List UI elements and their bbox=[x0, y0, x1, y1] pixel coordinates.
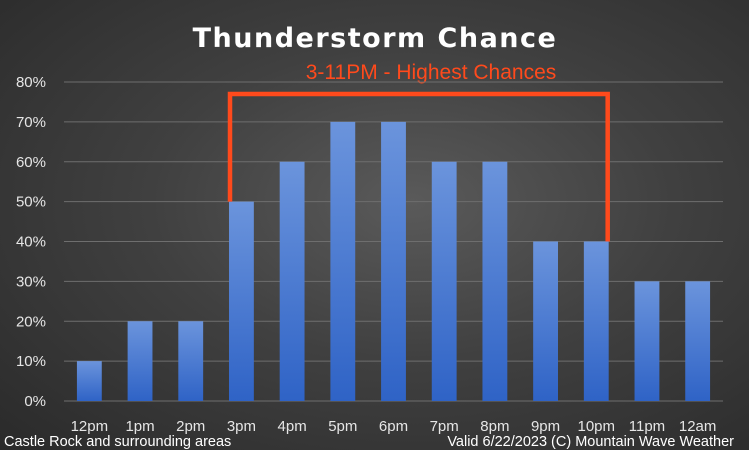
x-tick-label: 10pm bbox=[578, 418, 616, 435]
bar-12pm bbox=[76, 361, 102, 401]
y-tick-label: 50% bbox=[16, 194, 46, 211]
y-tick-label: 30% bbox=[16, 273, 46, 290]
bar-3pm bbox=[229, 201, 254, 401]
x-tick-label: 5pm bbox=[328, 418, 357, 435]
bar-7pm bbox=[431, 161, 457, 401]
bar-4pm bbox=[279, 161, 305, 401]
y-tick-label: 0% bbox=[24, 393, 46, 410]
y-tick-label: 70% bbox=[16, 114, 46, 131]
bar-2pm bbox=[178, 321, 204, 401]
x-tick-label: 11pm bbox=[629, 418, 665, 435]
bar-5pm bbox=[330, 121, 356, 401]
x-tick-label: 3pm bbox=[227, 418, 256, 435]
x-tick-label: 7pm bbox=[430, 418, 459, 435]
footer-right: Valid 6/22/2023 (C) Mountain Wave Weathe… bbox=[447, 434, 734, 450]
x-tick-label: 8pm bbox=[480, 418, 509, 435]
y-tick-label: 40% bbox=[16, 234, 46, 251]
highlight-annotation: 3-11PM - Highest Chances bbox=[306, 61, 557, 84]
bar-1pm bbox=[127, 321, 153, 401]
x-tick-label: 12pm bbox=[71, 418, 109, 435]
x-tick-label: 12am bbox=[679, 418, 717, 435]
y-tick-label: 10% bbox=[16, 353, 46, 370]
highlight-bracket bbox=[227, 91, 610, 242]
y-tick-label: 60% bbox=[16, 154, 46, 171]
y-tick-label: 80% bbox=[16, 74, 46, 91]
chart-title: Thunderstorm Chance bbox=[193, 23, 558, 54]
bar-10pm bbox=[583, 241, 609, 401]
bar-11pm bbox=[634, 281, 660, 401]
x-tick-label: 4pm bbox=[278, 418, 307, 435]
bar-9pm bbox=[533, 241, 558, 401]
bar-6pm bbox=[381, 121, 406, 401]
x-tick-label: 9pm bbox=[531, 418, 560, 435]
x-tick-label: 1pm bbox=[125, 418, 154, 435]
bar-12am bbox=[685, 281, 711, 401]
bar-8pm bbox=[482, 161, 508, 401]
y-tick-label: 20% bbox=[16, 313, 46, 330]
x-tick-label: 2pm bbox=[176, 418, 205, 435]
x-tick-label: 6pm bbox=[379, 418, 408, 435]
footer-left: Castle Rock and surrounding areas bbox=[4, 434, 231, 450]
